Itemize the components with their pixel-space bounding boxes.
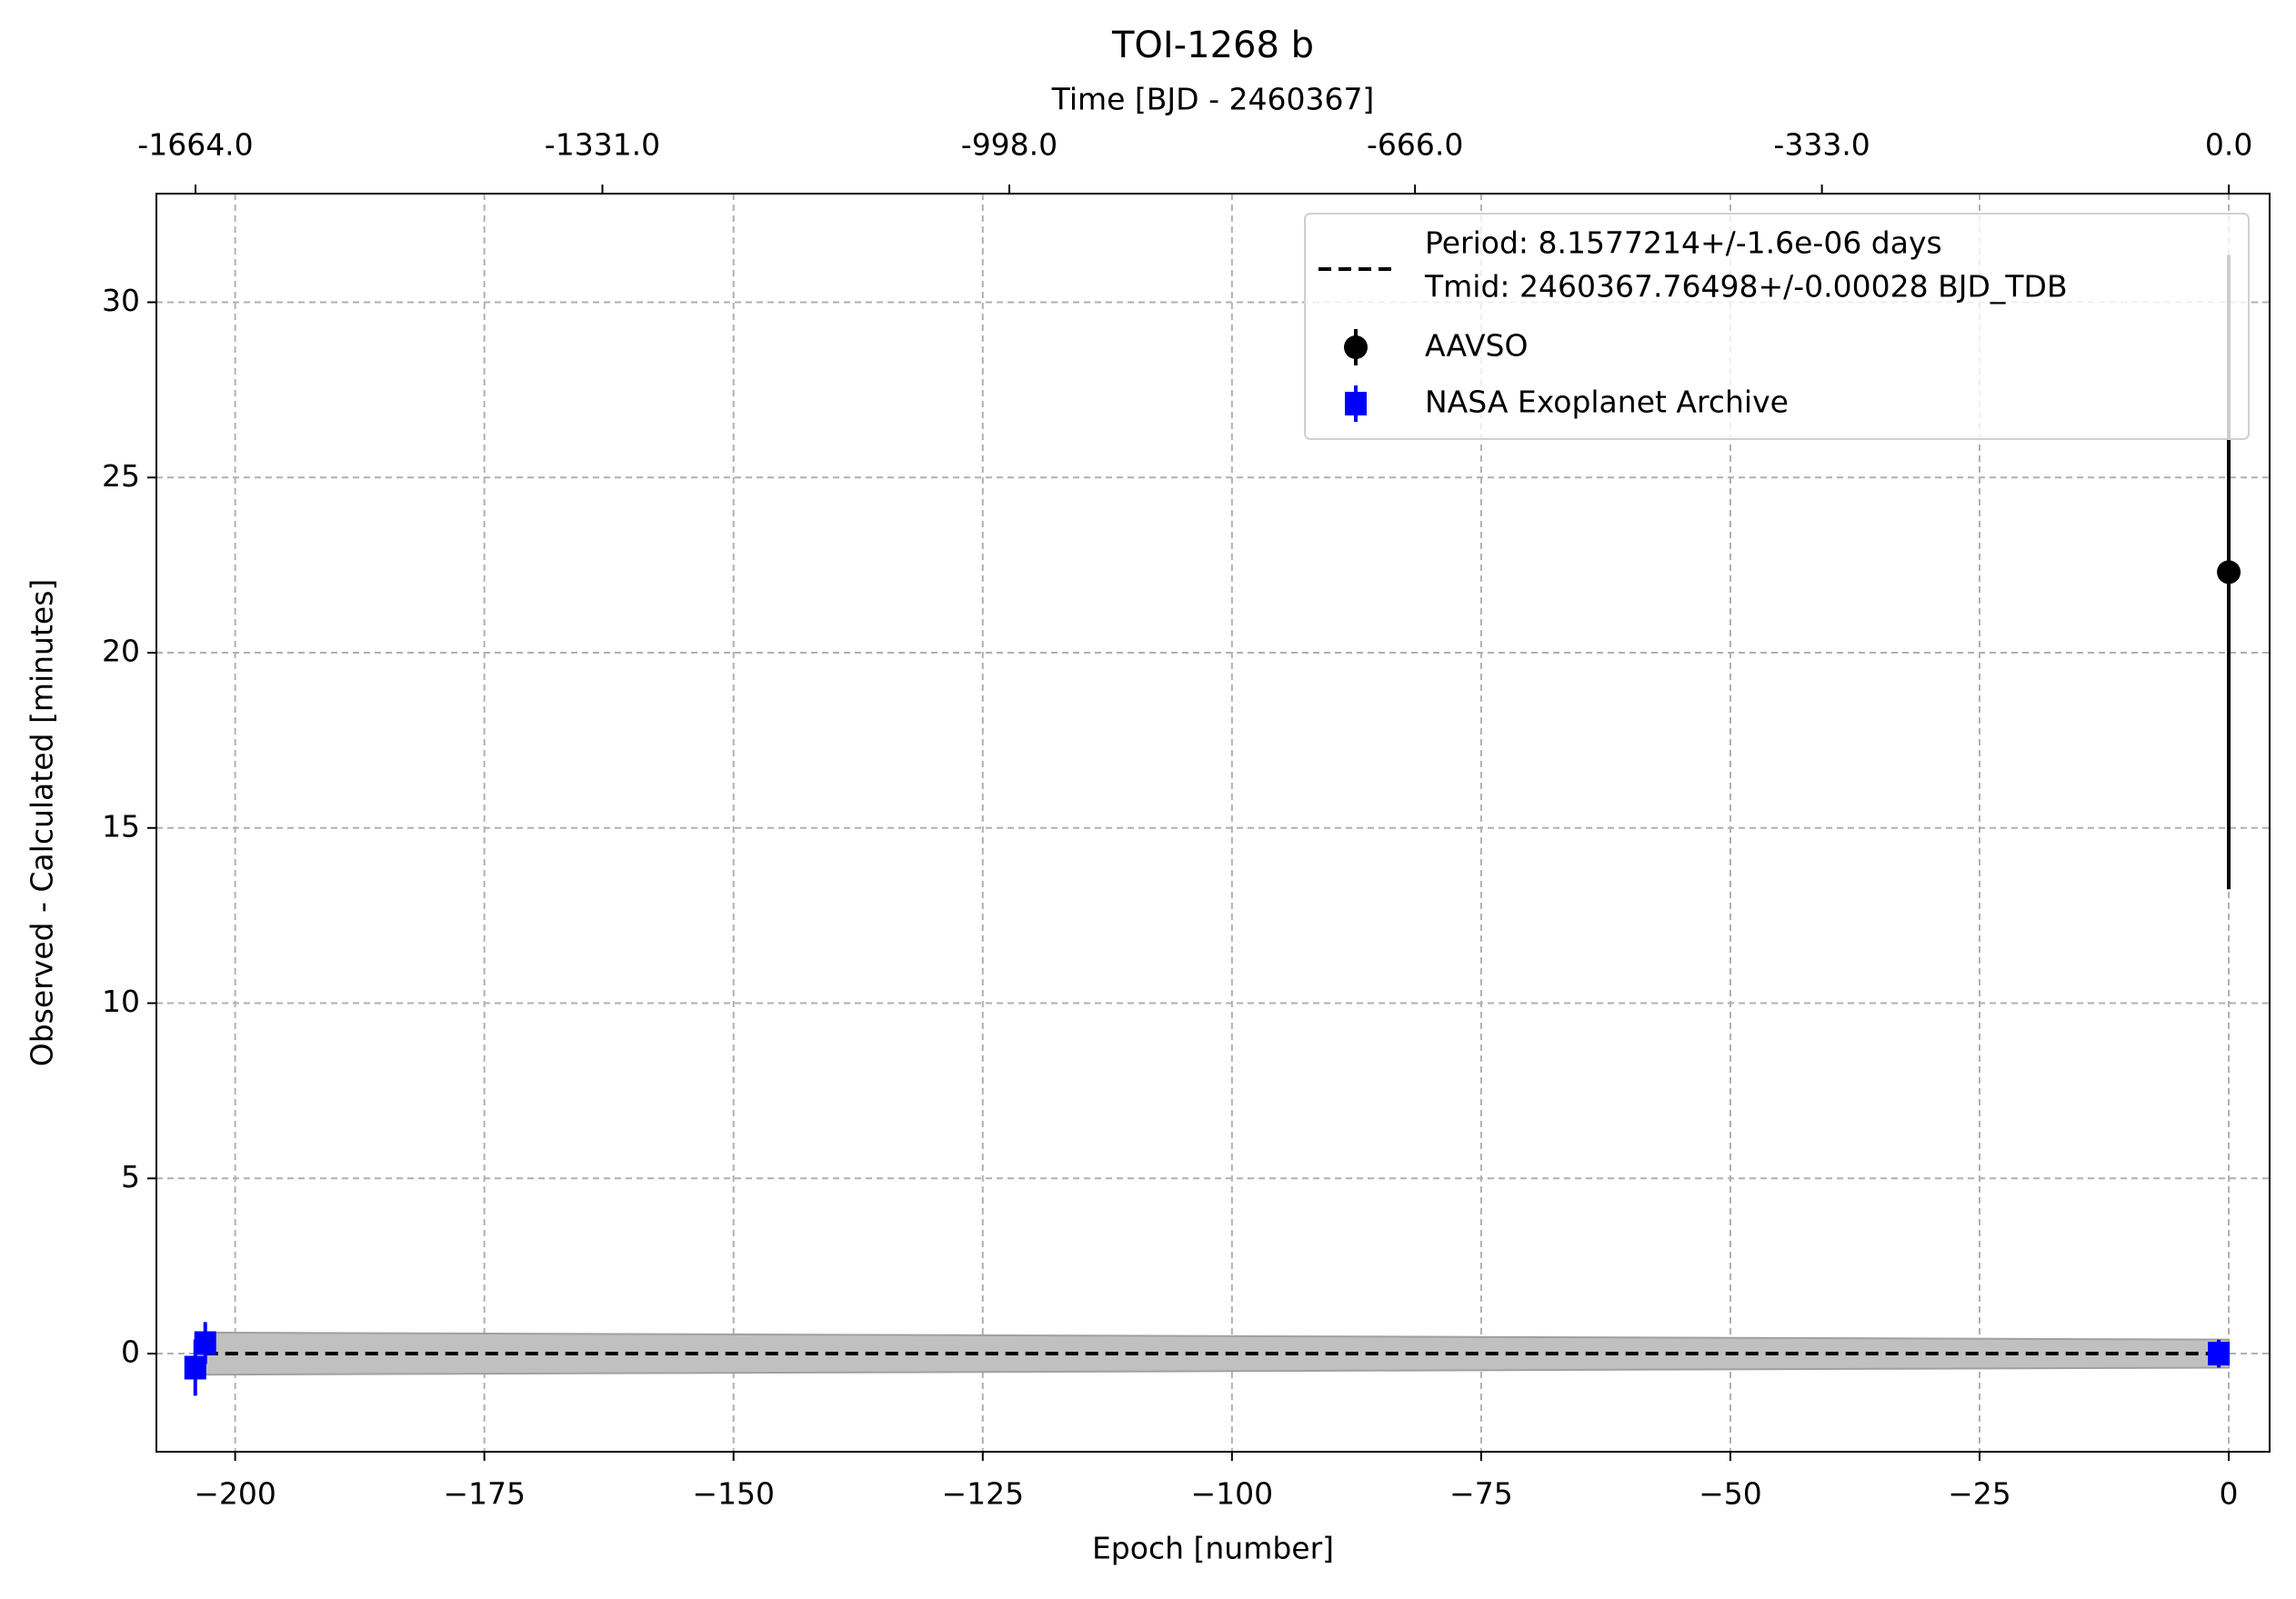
point — [2217, 560, 2241, 585]
x-tick-label: −175 — [443, 1476, 526, 1512]
y-axis-label: Observed - Calculated [minutes] — [25, 579, 60, 1067]
x2-tick-label: -333.0 — [1773, 127, 1870, 163]
x-tick-label: −100 — [1191, 1476, 1274, 1512]
x2-tick-label: 0.0 — [2205, 127, 2252, 163]
y-tick-label: 20 — [102, 634, 140, 669]
legend-label: NASA Exoplanet Archive — [1425, 385, 1789, 420]
x2-axis-label: Time [BJD - 2460367] — [1051, 82, 1375, 117]
x-tick-label: −50 — [1699, 1476, 1762, 1512]
legend-label: Period: 8.1577214+/-1.6e-06 days — [1425, 225, 1942, 261]
legend-label: AAVSO — [1425, 328, 1528, 364]
x-axis-label: Epoch [number] — [1092, 1531, 1334, 1566]
y-tick-label: 25 — [102, 458, 140, 494]
x2-tick-label: -1664.0 — [137, 127, 253, 163]
x-tick-label: 0 — [2220, 1476, 2239, 1512]
x-tick-label: −150 — [692, 1476, 775, 1512]
point — [2208, 1342, 2231, 1366]
plot-frame — [155, 193, 2271, 1453]
point — [194, 1331, 216, 1355]
x-tick-label: −75 — [1449, 1476, 1513, 1512]
legend-swatch — [1345, 392, 1367, 415]
y-tick-label: 10 — [102, 984, 140, 1019]
x2-tick-label: -998.0 — [961, 127, 1058, 163]
x-tick-label: −200 — [194, 1476, 276, 1512]
y-tick-label: 30 — [102, 283, 140, 318]
x2-tick-label: -1331.0 — [545, 127, 660, 163]
legend-label: Tmid: 2460367.76498+/-0.00028 BJD_TDB — [1424, 269, 2068, 305]
x-tick-label: −25 — [1948, 1476, 2011, 1512]
x-tick-label: −125 — [941, 1476, 1024, 1512]
y-tick-label: 0 — [121, 1334, 140, 1370]
legend-box — [1304, 213, 2250, 440]
point — [184, 1355, 206, 1380]
x2-tick-label: -666.0 — [1367, 127, 1463, 163]
legend-swatch — [1344, 335, 1368, 359]
y-tick-label: 15 — [102, 808, 140, 844]
legend: Period: 8.1577214+/-1.6e-06 days Tmid: 24… — [1304, 213, 2250, 440]
y-tick-label: 5 — [121, 1159, 140, 1194]
chart-title: TOI-1268 b — [1111, 25, 1314, 66]
